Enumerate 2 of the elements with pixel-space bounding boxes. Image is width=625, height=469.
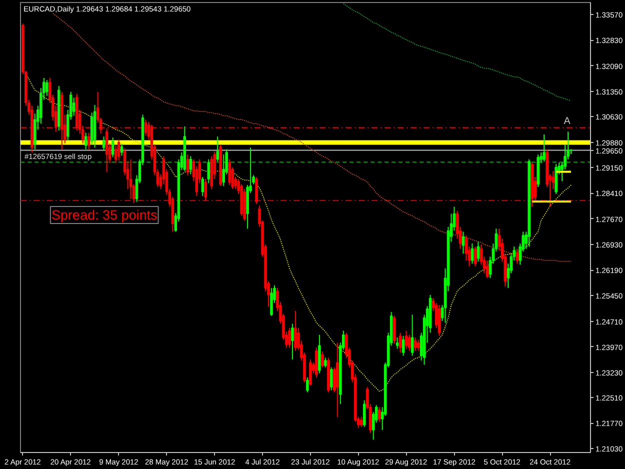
annotation: Spread: 35 points <box>51 207 158 222</box>
annotation: A <box>564 116 571 127</box>
